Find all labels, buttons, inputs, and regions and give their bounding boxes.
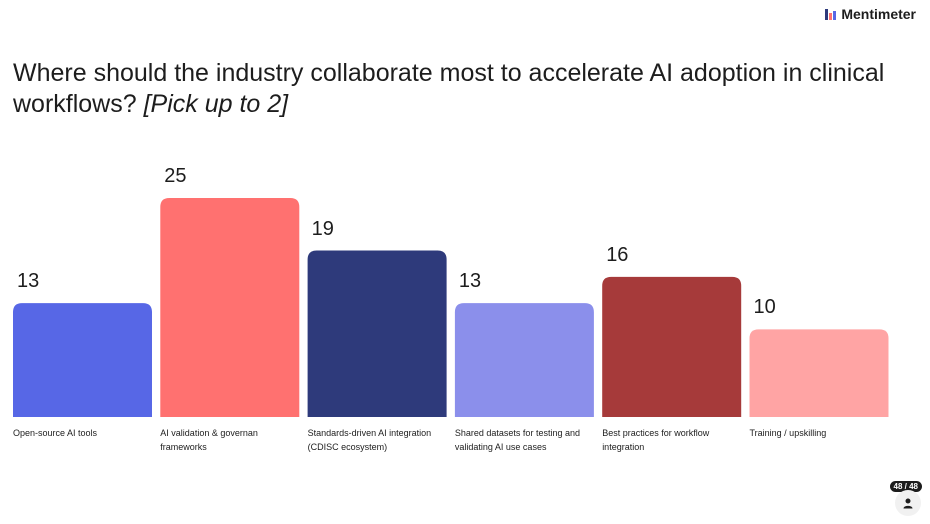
- question-hint: [Pick up to 2]: [143, 90, 289, 118]
- mentimeter-logo-icon: [825, 8, 837, 20]
- brand-name: Mentimeter: [841, 6, 916, 22]
- question-text: Where should the industry collaborate mo…: [13, 59, 885, 118]
- category-label: Open-source AI tools: [13, 428, 98, 438]
- bar-value-label: 10: [753, 296, 776, 319]
- brand: Mentimeter: [825, 6, 916, 22]
- bar-value-label: 13: [458, 270, 482, 293]
- person-icon: [903, 498, 913, 509]
- bar: [13, 303, 152, 417]
- bar: [454, 303, 594, 417]
- category-label: Training / upskilling: [749, 428, 827, 438]
- bar: [749, 329, 889, 417]
- bar-value-label: 13: [17, 270, 40, 293]
- category-label: AI validation & governan frameworks: [160, 428, 258, 452]
- category-label: Shared datasets for testing and validati…: [454, 428, 580, 452]
- bar: [602, 276, 742, 417]
- slide-counter: 48 / 48: [889, 481, 922, 492]
- bar: [307, 250, 447, 417]
- category-label: Best practices for workflow integration: [602, 428, 710, 452]
- question-title: Where should the industry collaborate mo…: [13, 58, 893, 120]
- participant-button[interactable]: [895, 490, 921, 516]
- bar: [160, 198, 300, 417]
- bar-value-label: 19: [311, 217, 334, 240]
- bar-value-label: 16: [606, 243, 629, 266]
- category-label: Standards-driven AI integration (CDISC e…: [307, 428, 432, 452]
- bar-value-label: 25: [164, 165, 187, 187]
